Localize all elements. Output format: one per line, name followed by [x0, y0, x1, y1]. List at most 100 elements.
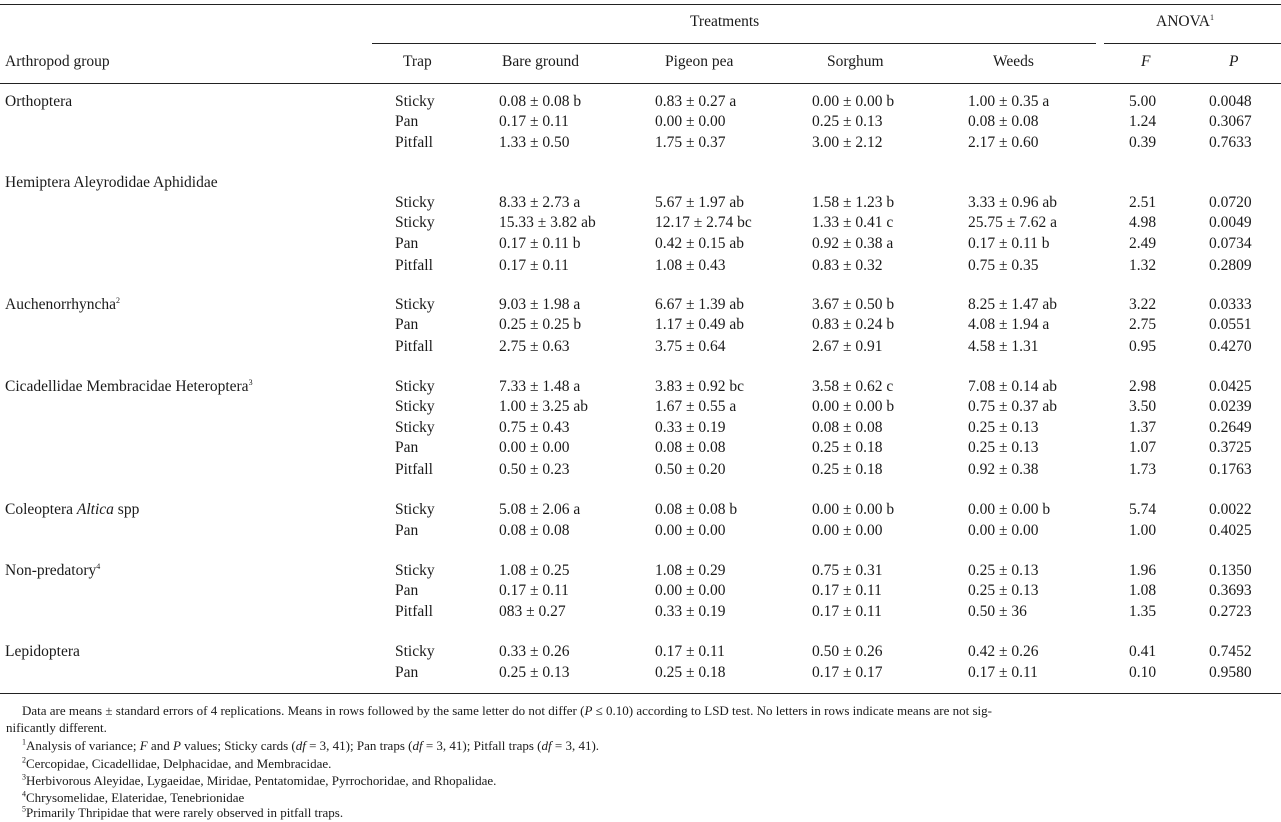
cell-trap: Sticky — [395, 501, 435, 518]
cell-trap: Pan — [395, 235, 419, 252]
cell-trap: Sticky — [395, 93, 435, 110]
cell-sorghum: 3.67 ± 0.50 b — [812, 296, 895, 313]
cell-trap: Pitfall — [395, 134, 433, 151]
group-label-lepidoptera: Lepidoptera — [5, 643, 80, 660]
cell-pigeon-pea: 12.17 ± 2.74 bc — [655, 214, 752, 231]
cell-weeds: 0.00 ± 0.00 — [968, 522, 1039, 539]
cell-f: 5.00 — [1129, 93, 1157, 110]
cell-f: 0.41 — [1129, 643, 1157, 660]
cell-sorghum: 0.00 ± 0.00 b — [812, 93, 895, 110]
cell-trap: Pan — [395, 664, 419, 681]
cell-weeds: 0.25 ± 0.13 — [968, 582, 1039, 599]
cell-sorghum: 0.75 ± 0.31 — [812, 562, 883, 579]
cell-trap: Sticky — [395, 398, 435, 415]
cell-trap: Sticky — [395, 562, 435, 579]
group-label-cicadellidae: Cicadellidae Membracidae Heteroptera3 — [5, 377, 253, 395]
cell-weeds: 4.58 ± 1.31 — [968, 338, 1039, 355]
cell-trap: Sticky — [395, 419, 435, 436]
cell-bare-ground: 1.00 ± 3.25 ab — [499, 398, 589, 415]
cell-sorghum: 3.58 ± 0.62 c — [812, 378, 894, 395]
cell-pigeon-pea: 0.33 ± 0.19 — [655, 603, 726, 620]
cell-bare-ground: 2.75 ± 0.63 — [499, 338, 570, 355]
cell-sorghum: 0.92 ± 0.38 a — [812, 235, 894, 252]
cell-p: 0.0551 — [1209, 316, 1252, 333]
sorghum-header: Sorghum — [827, 53, 884, 70]
cell-weeds: 0.17 ± 0.11 b — [968, 235, 1050, 252]
header-bottom-rule — [0, 83, 1281, 84]
group-label-non-predatory: Non-predatory4 — [5, 561, 101, 579]
cell-bare-ground: 7.33 ± 1.48 a — [499, 378, 581, 395]
cell-f: 1.08 — [1129, 582, 1157, 599]
cell-trap: Sticky — [395, 194, 435, 211]
cell-weeds: 0.00 ± 0.00 b — [968, 501, 1051, 518]
cell-sorghum: 2.67 ± 0.91 — [812, 338, 883, 355]
cell-p: 0.0734 — [1209, 235, 1252, 252]
arthropod-group-header: Arthropod group — [5, 53, 110, 70]
cell-weeds: 0.08 ± 0.08 — [968, 113, 1039, 130]
cell-pigeon-pea: 0.50 ± 0.20 — [655, 461, 726, 478]
cell-pigeon-pea: 0.00 ± 0.00 — [655, 113, 726, 130]
footnote-3: 3Herbivorous Aleyidae, Lygaeidae, Mirida… — [22, 772, 497, 788]
cell-bare-ground: 0.75 ± 0.43 — [499, 419, 570, 436]
cell-sorghum: 0.00 ± 0.00 b — [812, 501, 895, 518]
cell-bare-ground: 15.33 ± 3.82 ab — [499, 214, 596, 231]
cell-bare-ground: 083 ± 0.27 — [499, 603, 566, 620]
cell-weeds: 0.25 ± 0.13 — [968, 419, 1039, 436]
cell-f: 3.22 — [1129, 296, 1157, 313]
cell-p: 0.1763 — [1209, 461, 1252, 478]
table-bottom-rule — [0, 693, 1281, 694]
cell-bare-ground: 0.17 ± 0.11 b — [499, 235, 581, 252]
cell-pigeon-pea: 0.08 ± 0.08 — [655, 439, 726, 456]
cell-weeds: 0.25 ± 0.13 — [968, 439, 1039, 456]
cell-f: 1.24 — [1129, 113, 1157, 130]
cell-weeds: 7.08 ± 0.14 ab — [968, 378, 1058, 395]
cell-bare-ground: 0.17 ± 0.11 — [499, 113, 569, 130]
cell-weeds: 2.17 ± 0.60 — [968, 134, 1039, 151]
footnote-4: 4Chrysomelidae, Elateridae, Tenebrionida… — [22, 789, 245, 805]
cell-pigeon-pea: 1.75 ± 0.37 — [655, 134, 726, 151]
footnote-1: 1Analysis of variance; F and P values; S… — [22, 737, 600, 753]
cell-p: 0.0048 — [1209, 93, 1252, 110]
cell-sorghum: 0.08 ± 0.08 — [812, 419, 883, 436]
cell-bare-ground: 1.33 ± 0.50 — [499, 134, 570, 151]
cell-sorghum: 0.50 ± 0.26 — [812, 643, 883, 660]
cell-trap: Sticky — [395, 378, 435, 395]
cell-p: 0.2809 — [1209, 257, 1252, 274]
cell-trap: Sticky — [395, 643, 435, 660]
anova-underline — [1104, 43, 1281, 44]
weeds-header: Weeds — [993, 53, 1034, 70]
cell-f: 4.98 — [1129, 214, 1157, 231]
bare-ground-header: Bare ground — [502, 53, 580, 70]
cell-pigeon-pea: 0.00 ± 0.00 — [655, 522, 726, 539]
cell-sorghum: 0.83 ± 0.24 b — [812, 316, 895, 333]
cell-f: 2.51 — [1129, 194, 1157, 211]
cell-p: 0.0720 — [1209, 194, 1252, 211]
cell-bare-ground: 0.08 ± 0.08 b — [499, 93, 582, 110]
cell-p: 0.2649 — [1209, 419, 1252, 436]
cell-weeds: 0.42 ± 0.26 — [968, 643, 1039, 660]
cell-p: 0.0022 — [1209, 501, 1252, 518]
f-header: F — [1141, 53, 1151, 70]
cell-p: 0.4025 — [1209, 522, 1252, 539]
cell-p: 0.3693 — [1209, 582, 1252, 599]
cell-trap: Pan — [395, 316, 419, 333]
cell-p: 0.7452 — [1209, 643, 1252, 660]
cell-weeds: 0.92 ± 0.38 — [968, 461, 1039, 478]
cell-bare-ground: 5.08 ± 2.06 a — [499, 501, 581, 518]
cell-weeds: 3.33 ± 0.96 ab — [968, 194, 1058, 211]
anova-header: ANOVA1 — [1156, 12, 1214, 30]
trap-header: Trap — [403, 53, 432, 70]
cell-sorghum: 0.00 ± 0.00 — [812, 522, 883, 539]
group-label-orthoptera: Orthoptera — [5, 93, 73, 110]
footnote-5: 5Primarily Thripidae that were rarely ob… — [22, 804, 344, 820]
cell-pigeon-pea: 0.08 ± 0.08 b — [655, 501, 738, 518]
cell-weeds: 1.00 ± 0.35 a — [968, 93, 1050, 110]
cell-f: 0.95 — [1129, 338, 1157, 355]
group-label-hemiptera: Hemiptera Aleyrodidae Aphididae — [5, 174, 218, 191]
cell-f: 1.35 — [1129, 603, 1157, 620]
cell-trap: Pan — [395, 113, 419, 130]
cell-trap: Pan — [395, 439, 419, 456]
cell-pigeon-pea: 1.08 ± 0.43 — [655, 257, 726, 274]
cell-p: 0.2723 — [1209, 603, 1252, 620]
cell-weeds: 8.25 ± 1.47 ab — [968, 296, 1058, 313]
